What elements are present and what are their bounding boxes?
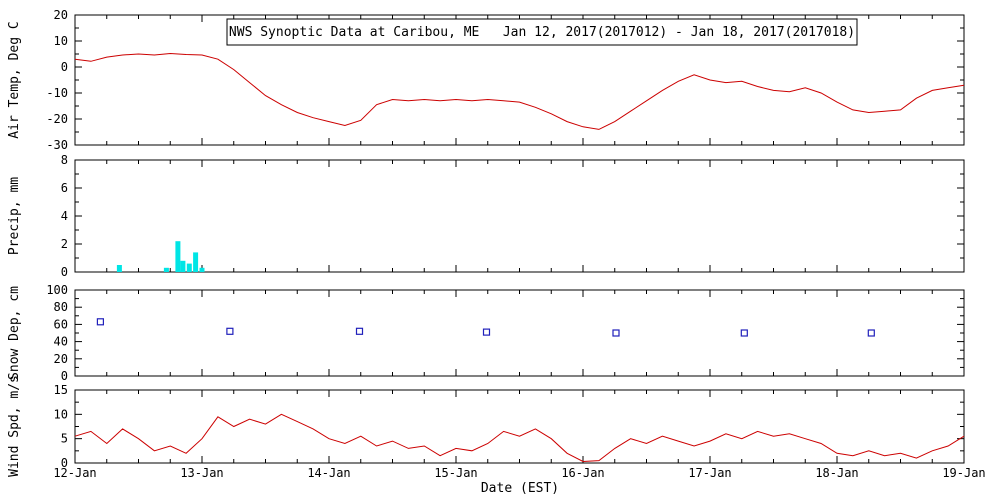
svg-text:40: 40	[54, 335, 68, 349]
panel-air-temp: -30 -20 -10 0 10 20	[46, 8, 965, 152]
svg-text:2: 2	[61, 237, 68, 251]
x-axis: 12-Jan 13-Jan 14-Jan 15-Jan 16-Jan 17-Jan 18-J…	[53, 466, 985, 480]
svg-text:15: 15	[54, 383, 68, 397]
svg-text:14-Jan: 14-Jan	[307, 466, 350, 480]
svg-text:-10: -10	[46, 86, 68, 100]
title-box	[226, 18, 858, 46]
svg-text:10: 10	[54, 34, 68, 48]
svg-text:20: 20	[54, 352, 68, 366]
svg-text:4: 4	[61, 209, 68, 223]
svg-text:80: 80	[54, 300, 68, 314]
svg-text:16-Jan: 16-Jan	[561, 466, 604, 480]
svg-text:15-Jan: 15-Jan	[434, 466, 477, 480]
y-axis-label-wind-speed: Wind Spd, m/s	[7, 375, 22, 477]
panel-wind-speed: 0 5 10 15	[54, 383, 965, 470]
svg-text:18-Jan: 18-Jan	[815, 466, 858, 480]
svg-text:0: 0	[61, 369, 68, 383]
svg-text:13-Jan: 13-Jan	[180, 466, 223, 480]
svg-text:0: 0	[61, 60, 68, 74]
y-axis-label-air-temp: Air Temp, Deg C	[7, 21, 22, 138]
svg-text:8: 8	[61, 153, 68, 167]
svg-text:100: 100	[46, 283, 68, 297]
svg-text:-20: -20	[46, 112, 68, 126]
y-axis-label-snow-depth: Snow Dep, cm	[7, 286, 22, 380]
svg-text:0: 0	[61, 265, 68, 279]
svg-text:17-Jan: 17-Jan	[688, 466, 731, 480]
svg-text:60: 60	[54, 317, 68, 331]
svg-text:6: 6	[61, 181, 68, 195]
svg-text:-30: -30	[46, 138, 68, 152]
svg-text:20: 20	[54, 8, 68, 22]
svg-text:19-Jan: 19-Jan	[942, 466, 985, 480]
svg-text:12-Jan: 12-Jan	[53, 466, 96, 480]
panel-snow-depth: 0 20 40 60 80 100	[46, 283, 965, 383]
svg-text:10: 10	[54, 407, 68, 421]
chart-title: NWS Synoptic Data at Caribou, ME Jan 12,…	[229, 25, 855, 40]
y-axis-label-precip: Precip, mm	[7, 177, 22, 255]
svg-text:0: 0	[61, 456, 68, 470]
svg-text:5: 5	[61, 432, 68, 446]
x-axis-label: Date (EST)	[481, 481, 559, 496]
panel-precip: 0 2 4 6 8	[61, 153, 965, 279]
